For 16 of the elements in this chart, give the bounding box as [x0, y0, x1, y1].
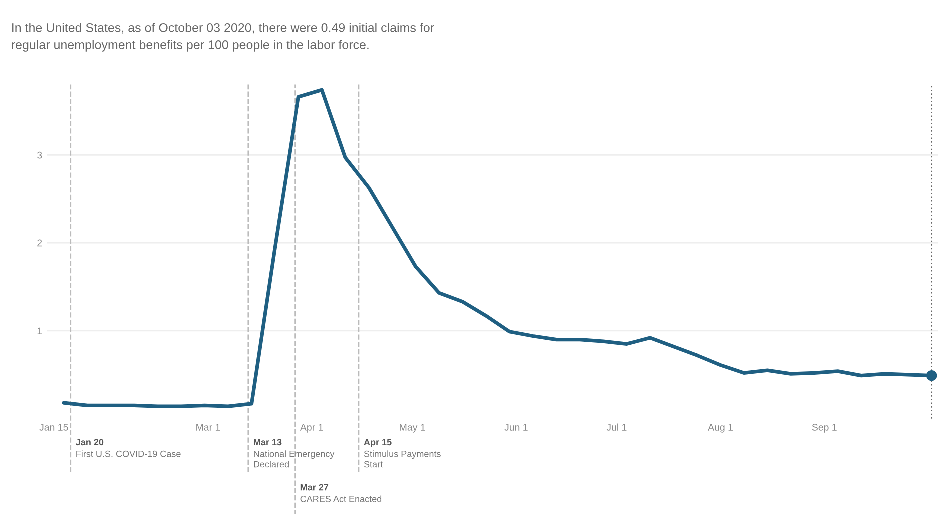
ref-line-label: Mar 27 CARES Act Enacted — [300, 484, 382, 502]
ref-line-label: Mar 13 National Emergency Declared — [254, 439, 335, 468]
ref-line-label: Jan 20 First U.S. COVID-19 Case — [76, 439, 181, 458]
x-tick-label: May 1 — [400, 424, 426, 433]
x-tick-label: Aug 1 — [708, 424, 733, 433]
y-tick-label: 3 — [38, 152, 42, 159]
chart-title: In the United States, as of October 03 2020, there were 0.49 initial claims for regular unemployment benefits per 100 people in the labor force. — [12, 23, 434, 52]
x-tick-label: Jan 15 — [40, 424, 68, 431]
x-tick-label: Apr 1 — [300, 424, 324, 433]
ref-line-label: Apr 15 Stimulus Payments Start — [364, 439, 441, 468]
y-tick-label: 1 — [38, 328, 42, 335]
y-tick-label: 2 — [38, 240, 42, 247]
x-tick-label: Jun 1 — [504, 424, 528, 431]
x-tick-label: Mar 1 — [196, 424, 220, 431]
x-tick-label: Jul 1 — [606, 424, 627, 431]
x-tick-label: Sep 1 — [812, 424, 837, 433]
